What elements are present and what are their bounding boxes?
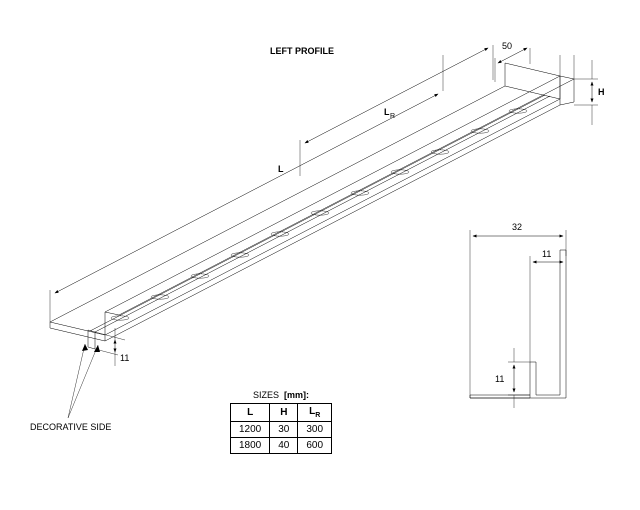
dim-50-label: 50: [502, 41, 512, 51]
title-label: LEFT PROFILE: [270, 46, 334, 56]
col-L: L: [231, 404, 270, 422]
dim-H-label: H: [598, 87, 605, 97]
sizes-caption-a: SIZES: [253, 390, 279, 400]
isometric-profile: [50, 63, 574, 349]
sec-11h-label: 11: [495, 374, 504, 384]
iso-dimensions: L L R 50 H LEFT PROFILE 11: [30, 41, 605, 432]
dim-LR-sub: R: [390, 113, 395, 120]
sec-32-label: 32: [512, 222, 522, 232]
decorative-side-label: DECORATIVE SIDE: [30, 422, 111, 432]
sec-11w-label: 11: [542, 249, 551, 259]
sizes-caption-b: [mm]:: [284, 390, 309, 400]
sizes-table-block: SIZES [mm]: L H LR 1200 30 300 1800 40 6…: [230, 390, 332, 454]
cross-section: 32 11 11: [470, 222, 566, 408]
sizes-table: L H LR 1200 30 300 1800 40 600: [230, 403, 332, 454]
col-LR: LR: [298, 404, 332, 422]
col-H: H: [270, 404, 298, 422]
dim-11bottom-label: 11: [120, 353, 129, 363]
table-row: 1200 30 300: [231, 422, 332, 438]
table-row: 1800 40 600: [231, 438, 332, 454]
dim-L-label: L: [278, 164, 284, 174]
